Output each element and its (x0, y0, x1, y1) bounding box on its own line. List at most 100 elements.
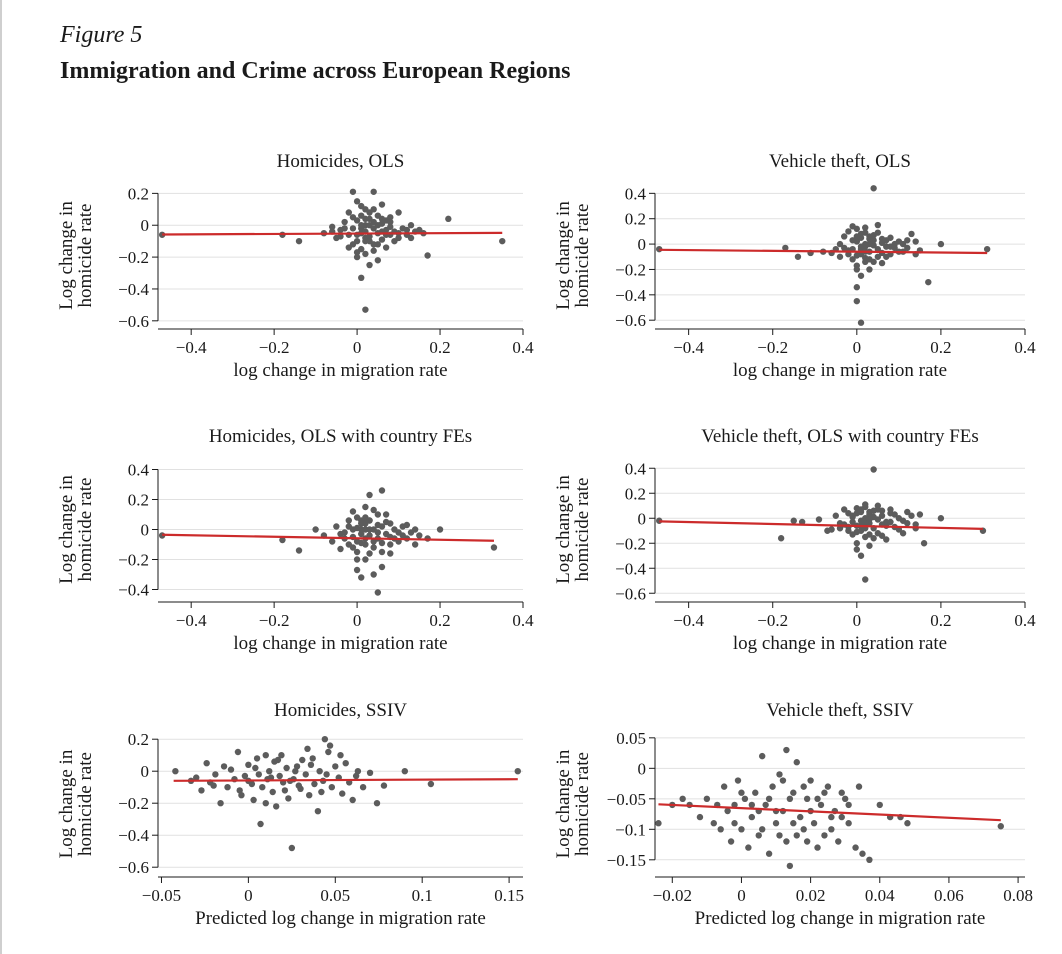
data-point (210, 782, 217, 789)
data-point (720, 783, 728, 790)
data-point (738, 826, 745, 833)
data-point (299, 756, 306, 764)
data-point (370, 538, 377, 545)
x-tick-label: −0.2 (259, 338, 290, 357)
data-point (309, 755, 316, 762)
x-tick-label: −0.4 (673, 611, 704, 630)
x-tick-label: 0.2 (429, 611, 450, 630)
data-point (283, 764, 290, 772)
data-point (862, 576, 869, 583)
data-point (752, 789, 759, 796)
data-point (272, 803, 280, 810)
data-point (891, 511, 898, 518)
data-point (362, 503, 369, 511)
data-point (316, 768, 323, 775)
data-point (345, 244, 352, 251)
data-point (696, 813, 704, 821)
data-point (436, 526, 444, 533)
data-point (866, 240, 873, 248)
data-point (997, 823, 1004, 830)
data-point (828, 826, 835, 833)
data-point (912, 521, 919, 528)
x-tick-label: 0.05 (320, 886, 350, 905)
data-point (262, 752, 269, 759)
data-point (318, 788, 325, 796)
data-point (790, 517, 797, 524)
data-point (212, 771, 219, 778)
data-point (387, 550, 394, 557)
data-point (853, 297, 861, 305)
data-point (403, 521, 411, 529)
y-tick-label: 0.2 (128, 491, 149, 510)
chart-title: Homicides, SSIV (274, 700, 407, 721)
data-point (853, 252, 861, 259)
data-point (366, 769, 374, 776)
data-point (245, 761, 252, 768)
data-point (370, 218, 377, 226)
data-point (285, 795, 292, 802)
data-point (345, 517, 352, 524)
data-point (899, 517, 907, 524)
data-point (353, 566, 361, 574)
figure-title: Immigration and Crime across European Re… (60, 58, 571, 84)
data-point (362, 206, 369, 213)
x-tick-label: 0.2 (429, 338, 450, 357)
data-point (253, 755, 261, 762)
x-tick-label: 0.06 (934, 886, 964, 905)
data-point (776, 832, 783, 839)
y-axis-label: homicide rate (75, 478, 96, 582)
data-point (374, 529, 382, 536)
data-point (876, 801, 883, 809)
data-point (828, 526, 835, 533)
data-point (841, 795, 849, 803)
data-point (236, 787, 243, 794)
data-point (853, 510, 861, 517)
data-point (366, 261, 373, 269)
data-point (374, 589, 382, 596)
data-point (845, 801, 852, 809)
data-point (724, 807, 731, 815)
data-point (855, 783, 863, 790)
data-point (866, 856, 873, 864)
data-point (738, 789, 745, 796)
data-point (866, 256, 873, 263)
fit-line (658, 803, 1001, 822)
data-point (387, 218, 394, 226)
y-axis-label: homicide rate (572, 478, 593, 582)
data-point (790, 789, 797, 796)
data-point (407, 222, 415, 229)
data-point (411, 526, 419, 533)
data-point (378, 487, 386, 494)
data-point (866, 233, 873, 240)
data-point (358, 526, 365, 533)
data-point (866, 542, 873, 549)
data-point (366, 233, 373, 240)
data-point (238, 792, 245, 799)
data-point (904, 508, 911, 516)
data-point (342, 760, 349, 767)
data-point (765, 795, 773, 803)
data-point (841, 506, 848, 513)
data-point (370, 544, 377, 551)
y-tick-label: 0 (141, 521, 150, 540)
x-axis-label: log change in migration rate (733, 633, 947, 654)
x-tick-label: −0.2 (757, 611, 788, 630)
data-point (353, 237, 361, 245)
data-point (814, 844, 821, 851)
data-point (359, 784, 367, 791)
data-point (828, 813, 835, 821)
y-tick-label: 0.2 (625, 484, 646, 503)
data-point (252, 764, 259, 772)
y-axis-label: Log change in (553, 201, 574, 310)
data-point (358, 212, 365, 219)
data-point (353, 538, 361, 545)
y-tick-label: −0.05 (607, 790, 646, 809)
data-point (341, 225, 348, 232)
x-tick-label: 0.2 (930, 338, 951, 357)
x-tick-label: 0.04 (865, 886, 895, 905)
data-point (878, 235, 886, 243)
data-point (312, 526, 319, 533)
data-point (912, 238, 919, 245)
data-point (776, 771, 783, 778)
